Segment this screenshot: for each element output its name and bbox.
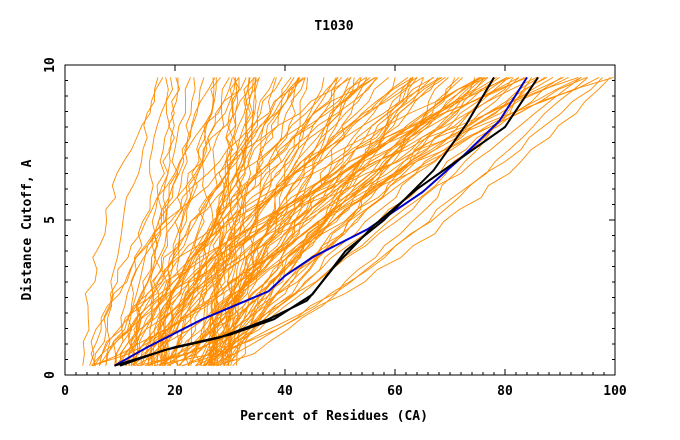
- model-curve: [93, 77, 159, 366]
- model-curve: [115, 77, 261, 366]
- model-curve: [216, 77, 409, 366]
- model-curve: [151, 77, 339, 366]
- model-curve: [211, 77, 299, 366]
- model-curve: [105, 77, 247, 366]
- x-tick-label: 40: [277, 384, 293, 399]
- model-curve: [221, 77, 250, 366]
- model-curve: [164, 77, 441, 366]
- model-curve: [168, 77, 362, 366]
- model-curve: [146, 77, 337, 366]
- model-curve: [119, 77, 169, 366]
- model-curve: [159, 77, 376, 366]
- model-curve: [92, 77, 434, 367]
- model-curve: [215, 77, 443, 366]
- x-tick-label: 100: [603, 384, 627, 399]
- model-curve: [210, 77, 603, 367]
- x-tick-label: 0: [61, 384, 69, 399]
- model-curve: [157, 77, 191, 366]
- y-tick-label: 5: [43, 216, 58, 224]
- model-curves: [82, 76, 614, 367]
- model-curve: [137, 77, 476, 367]
- x-tick-label: 20: [167, 384, 183, 399]
- y-tick-label: 10: [43, 57, 58, 73]
- model-curve: [152, 77, 480, 366]
- highlight-curves: [114, 76, 539, 367]
- model-curve: [148, 77, 283, 366]
- axis-ticks: 0 20 40 60 80 100 0 5 10: [43, 57, 627, 399]
- model-curve: [118, 77, 497, 366]
- model-curve: [194, 77, 230, 366]
- chart-title: T1030: [314, 19, 353, 34]
- model-curve: [204, 77, 486, 367]
- x-tick-label: 60: [387, 384, 403, 399]
- model-curve: [130, 77, 295, 366]
- model-curve: [235, 77, 351, 366]
- model-curve: [208, 77, 449, 367]
- model-curve: [125, 77, 205, 366]
- model-curve: [199, 77, 508, 366]
- model-curve: [133, 76, 488, 366]
- model-curve: [208, 77, 251, 366]
- model-curve: [230, 77, 548, 366]
- model-curve: [175, 77, 414, 366]
- model-curve: [115, 76, 569, 366]
- model-curve: [182, 77, 215, 366]
- model-curve: [140, 76, 537, 366]
- model-curve: [158, 77, 418, 366]
- model-curve: [212, 77, 483, 366]
- model-curve: [124, 77, 217, 367]
- y-tick-label: 0: [43, 371, 58, 379]
- model-curve: [227, 77, 254, 366]
- model-curve: [203, 77, 514, 367]
- model-curve: [205, 77, 301, 366]
- model-curve: [114, 77, 179, 366]
- model-curve: [156, 77, 424, 366]
- model-curve: [128, 76, 614, 366]
- x-axis-label: Percent of Residues (CA): [240, 409, 428, 424]
- x-tick-label: 80: [497, 384, 513, 399]
- model-curve: [153, 77, 611, 367]
- model-curve: [132, 76, 564, 366]
- model-curve: [216, 77, 425, 367]
- plot-area: 0 20 40 60 80 100 0 5 10: [43, 57, 627, 399]
- model-curve: [161, 77, 196, 366]
- model-curve: [227, 77, 463, 366]
- model-curve: [91, 77, 349, 366]
- y-axis-label: Distance Cutoff, A: [20, 159, 35, 300]
- model-curve: [224, 76, 587, 366]
- model-curve: [140, 77, 173, 366]
- model-curve: [105, 77, 508, 366]
- model-curve: [89, 77, 304, 366]
- model-curve: [82, 77, 164, 366]
- model-curve: [208, 77, 240, 366]
- model-curve: [181, 77, 589, 367]
- highlight-series-1: [114, 76, 528, 367]
- highlight-series-3: [119, 76, 539, 367]
